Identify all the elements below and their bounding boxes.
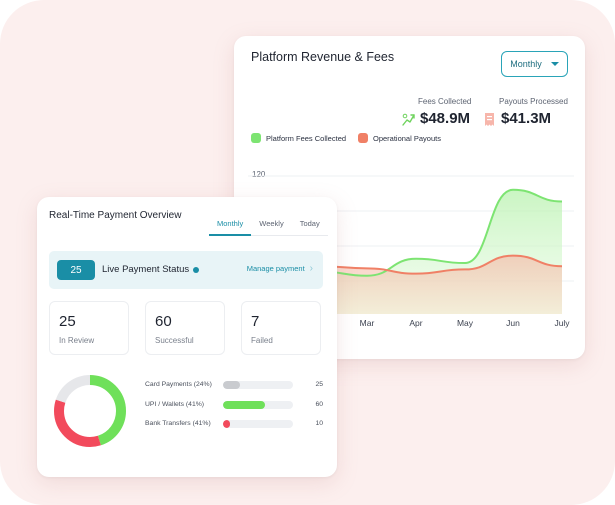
x-tick-july: July — [554, 318, 570, 328]
breakdown-bank-value: 10 — [315, 420, 323, 427]
chevron-right-icon: › — [309, 262, 313, 274]
fees-collected-value: $48.9M — [420, 110, 471, 127]
manage-payment-link[interactable]: Manage payment › — [246, 262, 313, 274]
breakdown-row-bank: Bank Transfers (41%) 10 — [145, 419, 325, 429]
count-in-review: 25 In Review — [49, 301, 129, 355]
legend-payouts-label: Operational Payouts — [373, 133, 441, 143]
count-in-review-value: 25 — [59, 313, 76, 330]
x-tick-may: May — [456, 318, 474, 328]
breakdown-card-track — [223, 381, 293, 389]
line-operational-payouts — [319, 254, 563, 275]
breakdown-row-card: Card Payments (24%) 25 — [145, 380, 325, 390]
caret-down-icon — [550, 62, 559, 66]
period-tabs: Monthly Weekly Today — [209, 217, 328, 236]
tab-today[interactable]: Today — [299, 219, 320, 228]
breakdown-card-value: 25 — [315, 381, 323, 388]
count-failed-value: 7 — [251, 313, 260, 330]
legend-payouts-swatch — [358, 133, 368, 143]
area-operational-payouts — [320, 255, 562, 314]
breakdown-upi-value: 60 — [315, 401, 323, 408]
y-tick-label: 120 — [252, 170, 266, 179]
legend-fees: Platform Fees Collected — [251, 133, 346, 143]
payouts-processed-stat: Payouts Processed $41.3M — [483, 97, 568, 127]
live-dot-icon — [193, 266, 200, 273]
money-growth-icon — [402, 113, 415, 126]
live-status: Live Payment Status — [102, 264, 200, 275]
payouts-processed-label: Payouts Processed — [499, 97, 568, 106]
live-status-label: Live Payment Status — [102, 264, 190, 275]
payment-donut-chart — [54, 375, 126, 447]
period-dropdown[interactable]: Monthly — [501, 51, 568, 77]
tab-monthly[interactable]: Monthly — [209, 217, 252, 236]
fees-collected-stat: Fees Collected $48.9M — [402, 97, 471, 127]
donut-slice-card-payments — [54, 375, 126, 447]
tab-weekly[interactable]: Weekly — [259, 219, 284, 228]
breakdown-bank-fill — [223, 420, 230, 428]
line-platform-fees-collected — [319, 188, 563, 277]
breakdown-card-fill — [223, 381, 240, 389]
count-successful: 60 Successful — [145, 301, 225, 355]
x-tick-apr: Apr — [409, 318, 423, 328]
breakdown-upi-fill — [223, 401, 265, 409]
revenue-area-chart — [248, 175, 574, 314]
x-tick-jun: Jun — [506, 318, 520, 328]
platform-revenue-card: Platform Revenue & Fees Monthly Fees Col… — [234, 36, 585, 359]
count-successful-label: Successful — [155, 336, 194, 345]
status-count-badge: 25 — [57, 260, 95, 280]
legend-fees-swatch — [251, 133, 261, 143]
count-successful-value: 60 — [155, 313, 172, 330]
manage-payment-label: Manage payment — [246, 264, 305, 273]
breakdown-upi-label: UPI / Wallets (41%) — [145, 401, 205, 408]
fees-collected-label: Fees Collected — [418, 97, 472, 106]
payouts-processed-value: $41.3M — [501, 110, 552, 127]
count-in-review-label: In Review — [59, 336, 95, 345]
breakdown-row-upi: UPI / Wallets (41%) 60 — [145, 400, 325, 410]
period-dropdown-label: Monthly — [510, 59, 542, 69]
payment-overview-card: Real-Time Payment Overview Monthly Weekl… — [37, 197, 337, 477]
breakdown-bank-track — [223, 420, 293, 428]
legend-payouts: Operational Payouts — [358, 133, 441, 143]
receipt-icon — [485, 113, 494, 126]
donut-slice-bank-transfers — [54, 375, 126, 447]
payment-card-title: Real-Time Payment Overview — [49, 210, 182, 221]
legend-fees-label: Platform Fees Collected — [266, 133, 347, 143]
revenue-card-title: Platform Revenue & Fees — [251, 50, 395, 64]
count-failed: 7 Failed — [241, 301, 321, 355]
breakdown-card-label: Card Payments (24%) — [145, 381, 212, 388]
breakdown-bank-label: Bank Transfers (41%) — [145, 420, 211, 427]
breakdown-upi-track — [223, 401, 293, 409]
x-tick-mar: Mar — [359, 318, 375, 328]
count-failed-label: Failed — [251, 336, 273, 345]
live-status-bar: 25 Live Payment Status Manage payment › — [49, 251, 323, 289]
